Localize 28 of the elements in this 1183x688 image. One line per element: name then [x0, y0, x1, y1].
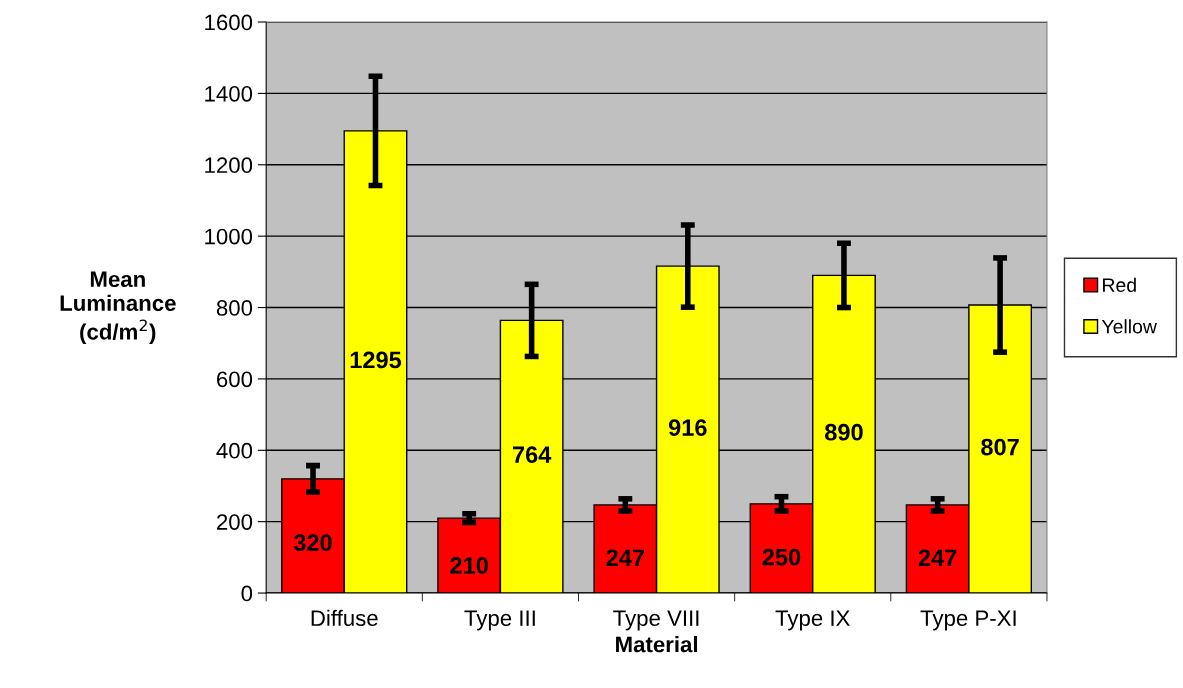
x-tick-label: Diffuse [311, 609, 378, 627]
y-tick-label: 400 [216, 442, 253, 459]
data-label: 890 [825, 423, 863, 441]
x-axis-title: Material [616, 635, 697, 653]
y-tick-label: 1200 [205, 157, 253, 174]
x-tick-label: Type P-XI [920, 610, 1016, 631]
legend-label: Yellow [1101, 319, 1157, 334]
y-tick-label: 0 [241, 585, 253, 602]
x-tick-label: Type IX [775, 610, 850, 631]
legend-label: Red [1103, 277, 1136, 293]
x-tick-label: Type VIII [613, 610, 699, 631]
y-axis-title: Mean Luminance (cd/m$^{2}$) [60, 271, 176, 345]
x-tick-label: Type III [464, 610, 535, 631]
y-tick-label: 1600 [205, 14, 253, 31]
y-tick-label: 1000 [205, 228, 253, 245]
data-label: 247 [606, 549, 644, 566]
y-tick-label: 800 [216, 300, 253, 316]
data-label: 1295 [350, 351, 402, 369]
y-tick-label: 1400 [205, 85, 253, 102]
y-tick-label: 200 [217, 514, 253, 530]
data-label: 247 [918, 549, 957, 566]
data-label: 764 [512, 446, 552, 464]
data-label: 250 [762, 548, 801, 566]
y-tick-label: 600 [217, 371, 253, 388]
data-label: 320 [293, 534, 332, 552]
data-label: 210 [450, 557, 488, 574]
data-label: 807 [981, 438, 1019, 456]
data-label: 916 [668, 419, 707, 436]
